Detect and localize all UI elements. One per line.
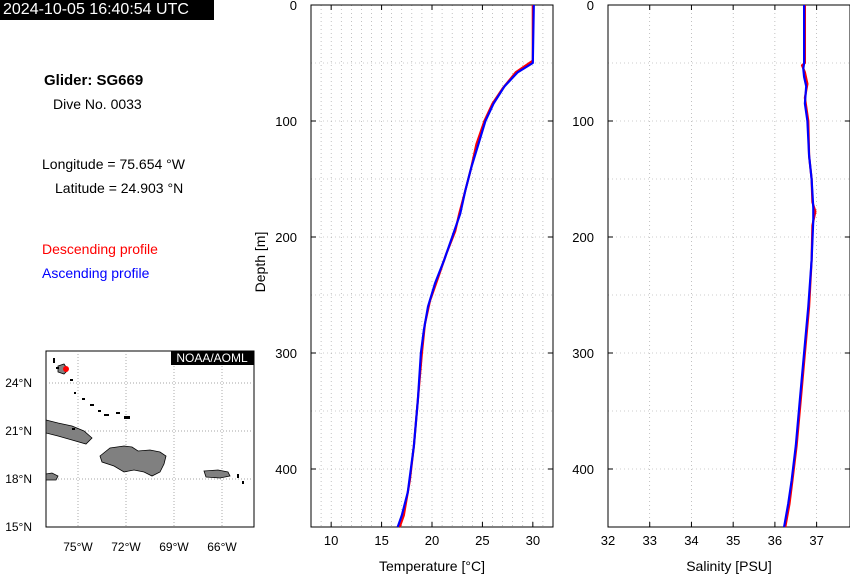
glider-name: Glider: SG669 <box>44 72 144 89</box>
x-tick-label: 37 <box>809 533 823 548</box>
y-tick-label: 300 <box>275 346 297 361</box>
y-tick-label: 0 <box>587 0 594 13</box>
y-tick-label: 200 <box>572 230 594 245</box>
jamaica-shape <box>45 472 59 481</box>
y-tick-label: 300 <box>572 346 594 361</box>
salinity-x-axis-title: Salinity [PSU] <box>686 558 772 574</box>
salinity-panel: 32 33 34 35 36 37 0 100 200 300 400 Salinity [PSU] <box>572 0 850 574</box>
glider-position-marker <box>63 366 69 372</box>
legend-descending: Descending profile <box>42 241 158 257</box>
y-tick-label: 200 <box>275 230 297 245</box>
timestamp-banner: 2024-10-05 16:40:54 UTC <box>0 0 214 20</box>
map-lon-label: 75°W <box>63 540 93 554</box>
y-tick-label: 400 <box>275 462 297 477</box>
location-map: NOAA/AOML 24°N 21°N 18°N 15°N 75°W 72°W … <box>5 350 255 554</box>
dive-number: Dive No. 0033 <box>53 96 142 112</box>
map-credit: NOAA/AOML <box>176 351 248 365</box>
latitude-readout: Latitude = 24.903 °N <box>55 180 184 196</box>
puerto-rico-shape <box>203 469 231 479</box>
map-lat-label: 24°N <box>5 376 32 390</box>
salinity-plot-frame <box>607 4 850 528</box>
temperature-ascending-line <box>396 4 535 528</box>
temperature-y-axis-title: Depth [m] <box>252 232 268 293</box>
temperature-x-axis-title: Temperature [°C] <box>379 558 485 574</box>
salinity-ascending-line <box>783 5 815 528</box>
x-tick-label: 10 <box>324 533 338 548</box>
map-lat-label: 18°N <box>5 472 32 486</box>
legend-ascending: Ascending profile <box>42 265 150 281</box>
map-lat-label: 15°N <box>5 520 32 534</box>
x-tick-label: 25 <box>475 533 489 548</box>
cuba-shape <box>45 419 93 445</box>
x-tick-label: 34 <box>684 533 698 548</box>
map-lat-label: 21°N <box>5 424 32 438</box>
hispaniola-shape <box>99 445 167 477</box>
map-lon-label: 72°W <box>111 540 141 554</box>
map-lon-label: 66°W <box>207 540 237 554</box>
x-tick-label: 20 <box>425 533 439 548</box>
x-tick-label: 36 <box>768 533 782 548</box>
y-tick-label: 0 <box>290 0 297 13</box>
y-tick-label: 100 <box>275 114 297 129</box>
map-credit-box <box>171 351 254 365</box>
x-tick-label: 15 <box>374 533 388 548</box>
y-tick-label: 100 <box>572 114 594 129</box>
x-tick-label: 30 <box>526 533 540 548</box>
x-tick-label: 33 <box>642 533 656 548</box>
y-tick-label: 400 <box>572 462 594 477</box>
x-tick-label: 35 <box>726 533 740 548</box>
map-small-islands <box>53 358 244 484</box>
longitude-readout: Longitude = 75.654 °W <box>42 156 185 172</box>
x-tick-label: 32 <box>601 533 615 548</box>
map-lon-label: 69°W <box>159 540 189 554</box>
